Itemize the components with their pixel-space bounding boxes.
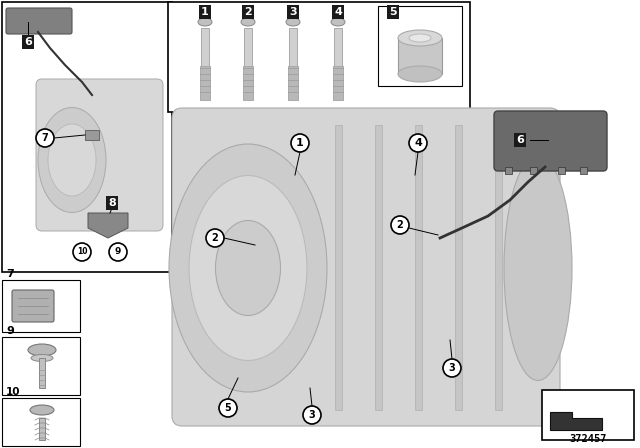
Ellipse shape xyxy=(48,124,96,196)
Circle shape xyxy=(219,399,237,417)
Bar xyxy=(542,390,634,440)
Bar xyxy=(580,167,587,174)
Text: 6: 6 xyxy=(516,135,524,145)
Bar xyxy=(201,28,209,66)
Ellipse shape xyxy=(169,144,327,392)
Ellipse shape xyxy=(286,18,300,26)
FancyBboxPatch shape xyxy=(494,111,607,171)
Bar xyxy=(415,125,422,410)
Bar xyxy=(333,66,343,100)
Bar xyxy=(530,167,537,174)
FancyBboxPatch shape xyxy=(36,79,163,231)
Circle shape xyxy=(303,406,321,424)
Text: 9: 9 xyxy=(6,326,14,336)
Circle shape xyxy=(391,216,409,234)
Text: 3: 3 xyxy=(308,410,316,420)
Text: 1: 1 xyxy=(296,138,304,148)
Ellipse shape xyxy=(241,18,255,26)
Circle shape xyxy=(443,359,461,377)
Bar xyxy=(334,28,342,66)
Bar xyxy=(168,2,470,112)
Text: 2: 2 xyxy=(397,220,403,230)
Ellipse shape xyxy=(28,344,56,356)
Bar xyxy=(39,418,45,440)
Circle shape xyxy=(409,134,427,152)
Bar xyxy=(505,167,512,174)
Bar xyxy=(200,66,210,100)
Text: 2: 2 xyxy=(212,233,218,243)
Bar xyxy=(378,6,462,86)
Text: 9: 9 xyxy=(115,247,121,257)
Ellipse shape xyxy=(216,220,280,315)
Text: 372457: 372457 xyxy=(569,434,607,444)
Ellipse shape xyxy=(189,176,307,361)
Text: 7: 7 xyxy=(6,269,13,279)
Bar xyxy=(2,398,80,446)
Bar xyxy=(495,125,502,410)
Ellipse shape xyxy=(331,18,345,26)
Text: 3: 3 xyxy=(449,363,456,373)
Circle shape xyxy=(291,134,309,152)
Text: 4: 4 xyxy=(334,7,342,17)
Circle shape xyxy=(73,243,91,261)
Text: 10: 10 xyxy=(77,247,87,257)
Ellipse shape xyxy=(31,354,53,362)
Circle shape xyxy=(206,229,224,247)
FancyBboxPatch shape xyxy=(172,108,560,426)
Ellipse shape xyxy=(30,405,54,415)
Ellipse shape xyxy=(38,108,106,212)
Bar xyxy=(375,125,382,410)
Text: 5: 5 xyxy=(389,7,397,17)
Bar xyxy=(244,28,252,66)
Text: 2: 2 xyxy=(244,7,252,17)
Ellipse shape xyxy=(409,34,431,42)
Bar xyxy=(288,66,298,100)
Bar xyxy=(85,130,99,140)
Bar xyxy=(289,28,297,66)
Ellipse shape xyxy=(504,155,572,380)
Ellipse shape xyxy=(398,66,442,82)
Bar xyxy=(398,38,442,74)
Circle shape xyxy=(36,129,54,147)
Text: 6: 6 xyxy=(24,37,32,47)
Circle shape xyxy=(109,243,127,261)
Bar xyxy=(2,2,172,272)
Bar xyxy=(243,66,253,100)
FancyBboxPatch shape xyxy=(6,8,72,34)
Bar xyxy=(39,358,45,388)
Text: 7: 7 xyxy=(42,133,49,143)
Polygon shape xyxy=(550,412,602,430)
FancyBboxPatch shape xyxy=(12,290,54,322)
Bar xyxy=(2,337,80,395)
Text: 10: 10 xyxy=(6,387,20,397)
Polygon shape xyxy=(88,213,128,238)
Text: 5: 5 xyxy=(225,403,232,413)
Bar xyxy=(2,280,80,332)
Text: 3: 3 xyxy=(289,7,297,17)
Text: 4: 4 xyxy=(414,138,422,148)
Bar xyxy=(558,167,565,174)
Text: 8: 8 xyxy=(108,198,116,208)
Bar xyxy=(335,125,342,410)
Bar xyxy=(455,125,462,410)
Ellipse shape xyxy=(198,18,212,26)
Text: 1: 1 xyxy=(201,7,209,17)
Ellipse shape xyxy=(398,30,442,46)
